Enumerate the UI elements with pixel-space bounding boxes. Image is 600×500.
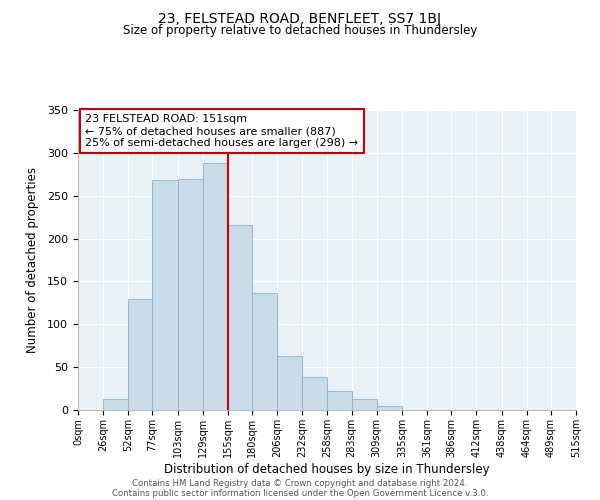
Bar (352, 399, 377, 410)
Text: 23 FELSTEAD ROAD: 151sqm
← 75% of detached houses are smaller (887)
25% of semi-: 23 FELSTEAD ROAD: 151sqm ← 75% of detach… (85, 114, 359, 148)
Bar (377, 406, 402, 410)
Bar (152, 180, 178, 410)
Bar (302, 378, 328, 410)
Bar (252, 294, 277, 410)
Y-axis label: Number of detached properties: Number of detached properties (26, 167, 39, 353)
Text: Contains public sector information licensed under the Open Government Licence v.: Contains public sector information licen… (112, 488, 488, 498)
Bar (178, 178, 203, 410)
Text: 23, FELSTEAD ROAD, BENFLEET, SS7 1BJ: 23, FELSTEAD ROAD, BENFLEET, SS7 1BJ (158, 12, 442, 26)
Bar (203, 163, 228, 410)
Bar (228, 225, 252, 410)
Bar (128, 298, 152, 410)
Text: Contains HM Land Registry data © Crown copyright and database right 2024.: Contains HM Land Registry data © Crown c… (132, 478, 468, 488)
Bar (277, 356, 302, 410)
Bar (103, 399, 128, 410)
Bar (328, 391, 352, 410)
X-axis label: Distribution of detached houses by size in Thundersley: Distribution of detached houses by size … (164, 462, 490, 475)
Text: Size of property relative to detached houses in Thundersley: Size of property relative to detached ho… (123, 24, 477, 37)
